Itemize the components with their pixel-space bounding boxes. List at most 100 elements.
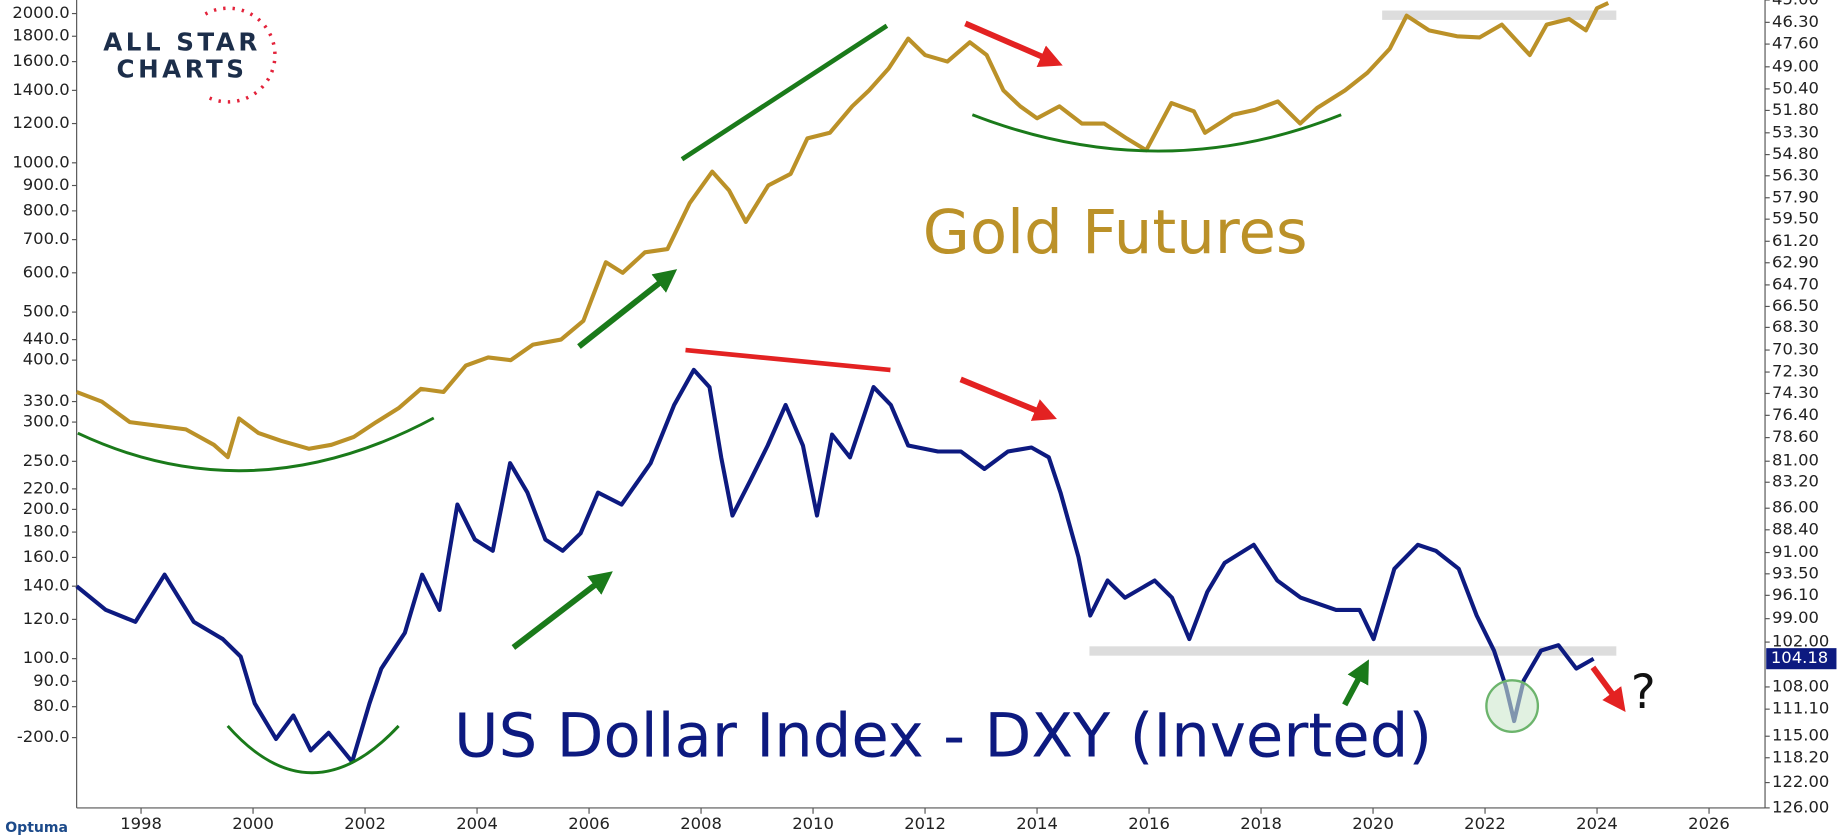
x-tick-label: 2016 <box>1128 814 1170 833</box>
y2-tick-label: 91.00 <box>1772 542 1819 561</box>
y2-tick-label: 56.30 <box>1772 165 1819 184</box>
x-tick-label: 2006 <box>568 814 610 833</box>
x-tick-label: 2000 <box>232 814 274 833</box>
y2-tick-label: 86.00 <box>1772 498 1819 517</box>
x-tick-label: 2010 <box>792 814 834 833</box>
y2-tick-label: 54.80 <box>1772 144 1819 163</box>
support-band <box>1089 646 1617 656</box>
y-tick-label: 100.0 <box>23 648 70 667</box>
arrow <box>577 269 678 349</box>
arrow <box>1590 665 1626 712</box>
y2-tick-label: 111.10 <box>1772 699 1829 718</box>
y2-tick-label: 74.30 <box>1772 383 1819 402</box>
y2-tick-label: 83.20 <box>1772 472 1819 491</box>
y-tick-label: 220.0 <box>23 478 70 497</box>
y2-tick-label: 102.00 <box>1772 632 1829 651</box>
y-tick-label: 90.0 <box>33 671 69 690</box>
arrow <box>959 376 1057 421</box>
y2-tick-label: 108.00 <box>1772 676 1829 695</box>
y-tick-label: 400.0 <box>23 350 70 369</box>
base-curve <box>77 416 435 473</box>
y2-tick-label: 50.40 <box>1772 78 1819 97</box>
y2-tick-label: 76.40 <box>1772 405 1819 424</box>
last-value-label: 104.18 <box>1771 648 1828 667</box>
x-tick-label: 2012 <box>904 814 946 833</box>
y2-tick-label: 53.30 <box>1772 122 1819 141</box>
y2-tick-label: 78.60 <box>1772 427 1819 446</box>
y-tick-label: 250.0 <box>23 451 70 470</box>
base-curve <box>971 113 1342 153</box>
y2-tick-label: 61.20 <box>1772 231 1819 250</box>
arrow <box>511 571 613 650</box>
y-tick-label: 330.0 <box>23 391 70 410</box>
x-tick-label: 2004 <box>456 814 498 833</box>
x-tick-label: 2018 <box>1240 814 1282 833</box>
x-tick-label: 1998 <box>120 814 162 833</box>
y2-tick-label: 62.90 <box>1772 252 1819 271</box>
y2-tick-label: 49.00 <box>1772 56 1819 75</box>
footer-brand: Optuma <box>5 820 68 836</box>
y-tick-label: 140.0 <box>23 576 70 595</box>
x-tick-label: 2002 <box>344 814 386 833</box>
y-tick-label: 1800.0 <box>12 26 69 45</box>
y-tick-label: 120.0 <box>23 609 70 628</box>
y2-tick-label: 46.30 <box>1772 12 1819 31</box>
y2-tick-label: 118.20 <box>1772 747 1829 766</box>
y-tick-label: 2000.0 <box>12 3 69 22</box>
y-tick-label: 1200.0 <box>12 113 69 132</box>
y-tick-label: 1400.0 <box>12 80 69 99</box>
question-mark: ? <box>1631 666 1656 720</box>
y2-tick-label: 88.40 <box>1772 519 1819 538</box>
series-layer <box>75 1 1610 764</box>
logo-text: CHARTS <box>117 54 248 83</box>
y-tick-label: 1000.0 <box>12 152 69 171</box>
y2-tick-label: 59.50 <box>1772 209 1819 228</box>
dxy-label: US Dollar Index - DXY (Inverted) <box>454 701 1432 772</box>
x-tick-label: 2014 <box>1016 814 1058 833</box>
arrow <box>964 20 1063 67</box>
last-value-box <box>1766 648 1837 670</box>
arrows <box>511 20 1626 712</box>
y-tick-label: 1600.0 <box>12 51 69 70</box>
y-tick-label: 200.0 <box>23 499 70 518</box>
y2-tick-label: 45.00 <box>1772 0 1819 9</box>
y2-tick-label: 47.60 <box>1772 34 1819 53</box>
y2-tick-label: 126.00 <box>1772 797 1829 816</box>
highlight-circle <box>1485 679 1540 733</box>
y-tick-label: 160.0 <box>23 547 70 566</box>
y2-tick-label: 93.50 <box>1772 563 1819 582</box>
y2-tick-label: 96.10 <box>1772 585 1819 604</box>
y2-tick-label: 72.30 <box>1772 362 1819 381</box>
y-tick-label: 300.0 <box>23 412 70 431</box>
x-tick-label: 2022 <box>1464 814 1506 833</box>
y-tick-label: 80.0 <box>33 696 69 715</box>
series-line <box>75 1 1610 460</box>
y2-tick-label: 51.80 <box>1772 100 1819 119</box>
y2-tick-label: 81.00 <box>1772 451 1819 470</box>
trend-line <box>680 23 889 162</box>
arrow <box>1342 659 1369 707</box>
logo-stars <box>204 6 277 104</box>
y2-tick-label: 66.50 <box>1772 296 1819 315</box>
trend-annotations <box>77 23 1540 775</box>
trend-line <box>685 347 891 373</box>
series-line <box>75 367 1595 764</box>
base-curve <box>226 724 400 775</box>
y2-tick-label: 57.90 <box>1772 187 1819 206</box>
y-tick-label: 500.0 <box>23 302 70 321</box>
y2-tick-label: 70.30 <box>1772 340 1819 359</box>
y2-tick-label: 122.00 <box>1772 772 1829 791</box>
gold-label: Gold Futures <box>923 197 1308 268</box>
y-tick-label: -200.0 <box>17 727 70 746</box>
x-tick-label: 2020 <box>1352 814 1394 833</box>
x-tick-label: 2024 <box>1576 814 1618 833</box>
y-tick-label: 440.0 <box>23 329 70 348</box>
y-tick-label: 180.0 <box>23 522 70 541</box>
y-tick-label: 900.0 <box>23 175 70 194</box>
y2-tick-label: 64.70 <box>1772 274 1819 293</box>
y-tick-label: 600.0 <box>23 262 70 281</box>
y-tick-label: 800.0 <box>23 200 70 219</box>
y2-tick-label: 115.00 <box>1772 726 1829 745</box>
